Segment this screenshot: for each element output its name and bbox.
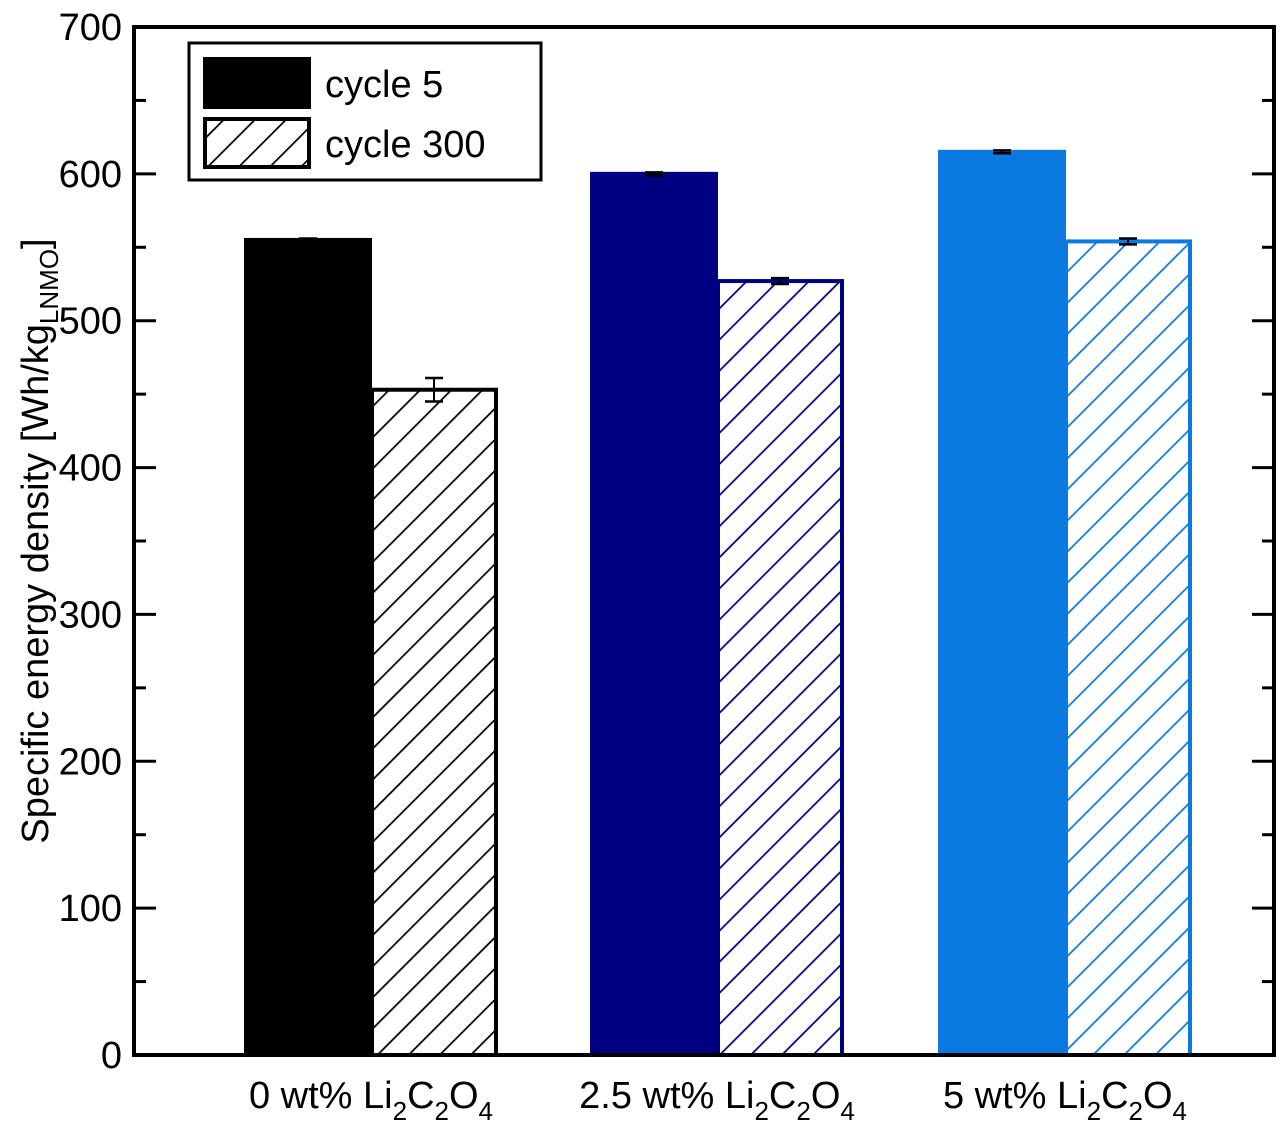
y-axis-title: Specific energy density [Wh/kgLNMO] (15, 238, 64, 843)
legend-swatch (203, 117, 311, 169)
legend-swatch (203, 57, 311, 109)
y-tick-label: 200 (59, 741, 122, 783)
y-tick-label: 600 (59, 154, 122, 196)
bar-cycle-5-cat1 (244, 237, 372, 1057)
bar-cycle-5-cat2 (590, 171, 718, 1058)
error-bar-cycle-5-cat1 (299, 237, 317, 243)
legend-label: cycle 300 (325, 124, 486, 166)
legend-item-cycle-5: cycle 5 (203, 57, 443, 109)
bar-cycle-5-cat3 (938, 149, 1066, 1058)
error-bar-cycle-300-cat3 (1119, 237, 1137, 246)
x-axis: 0 wt% Li2C2O4 2.5 wt% Li2C2O4 5 wt% Li2C2O… (249, 1075, 1187, 1126)
y-axis: 0 100 200 300 400 500 600 700 (59, 7, 1274, 1077)
bar-cycle-300-cat1 (370, 387, 498, 1058)
legend: cycle 5 cycle 300 (187, 41, 543, 182)
y-tick-label: 500 (59, 301, 122, 343)
error-bar-cycle-300-cat1 (425, 376, 443, 403)
y-tick-label: 0 (101, 1035, 122, 1077)
bars-layer (244, 149, 1192, 1058)
x-category-label: 2.5 wt% Li2C2O4 (579, 1075, 855, 1126)
y-axis-title-main: Specific energy density [Wh/kg (15, 324, 57, 844)
error-bar-cycle-5-cat3 (993, 149, 1011, 155)
bar-cycle-300-cat2 (716, 279, 844, 1057)
y-tick-label: 300 (59, 594, 122, 636)
legend-item-cycle-300: cycle 300 (203, 117, 486, 169)
legend-label: cycle 5 (325, 64, 443, 106)
y-tick-label: 400 (59, 448, 122, 490)
x-category-label: 5 wt% Li2C2O4 (943, 1075, 1187, 1126)
error-bar-cycle-300-cat2 (771, 276, 789, 286)
error-bars-layer (299, 149, 1137, 403)
y-tick-label: 100 (59, 888, 122, 930)
y-axis-title-close: ] (15, 238, 57, 249)
y-axis-title-subscript: LNMO (34, 249, 64, 324)
x-category-label: 0 wt% Li2C2O4 (249, 1075, 493, 1126)
bar-cycle-300-cat3 (1064, 239, 1192, 1057)
error-bar-cycle-5-cat2 (645, 171, 663, 177)
y-tick-label: 700 (59, 7, 122, 49)
